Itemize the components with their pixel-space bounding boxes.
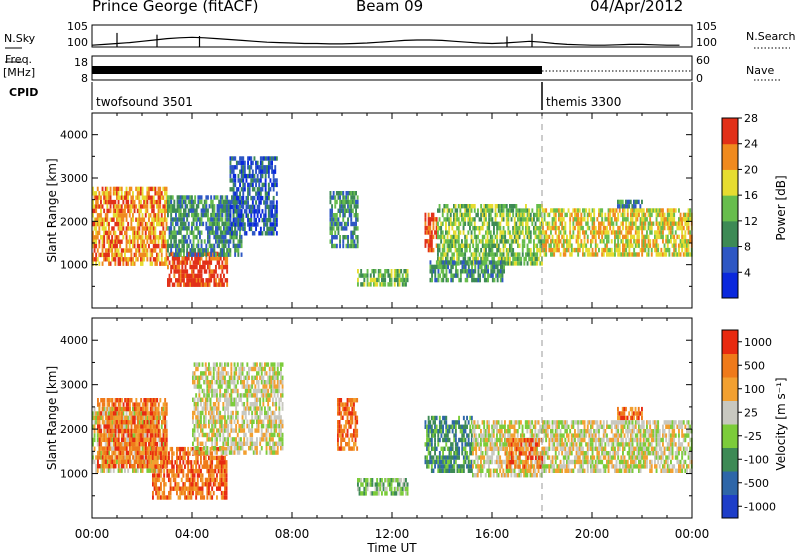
cpid-label: CPID [9, 86, 39, 99]
beam-title: Beam 09 [356, 0, 424, 15]
power-colorbar-tick-2: 12 [744, 215, 758, 228]
power-colorbar-cell-0 [722, 272, 738, 299]
velocity-echo-region-3 [192, 362, 284, 455]
power-echo-region-6 [424, 212, 438, 253]
velocity-echo-region-5 [357, 478, 409, 496]
x-tick-label-4: 16:00 [475, 527, 510, 541]
power-echo-region-5 [357, 269, 409, 287]
velocity-echo-region-9 [542, 420, 693, 473]
velocity-colorbar-tick-4: -25 [744, 430, 762, 443]
nsearch-label: N.Search [746, 30, 796, 43]
velocity-echo-region-2 [152, 446, 228, 500]
velocity-ytick-label-2: 3000 [60, 379, 88, 392]
x-axis-label: Time UT [366, 541, 417, 554]
velocity-colorbar-tick-6: -500 [744, 477, 769, 490]
power-colorbar-tick-0: 4 [744, 266, 751, 279]
nave-label: Nave [746, 64, 775, 77]
mhz-label: [MHz] [3, 66, 36, 79]
freq-tick-top: 18 [74, 56, 88, 69]
cpid-segment-0: twofsound 3501 [96, 95, 193, 109]
x-tick-label-6: 00:00 [675, 527, 710, 541]
power-echo-region-8 [429, 260, 505, 283]
station-title: Prince George (fitACF) [92, 0, 259, 15]
velocity-ytick-label-3: 4000 [60, 334, 88, 347]
velocity-colorbar-tick-2: 100 [744, 383, 765, 396]
velocity-colorbar-cell-5 [722, 377, 738, 401]
x-tick-label-2: 08:00 [275, 527, 310, 541]
power-colorbar-label: Power [dB] [774, 175, 788, 240]
power-colorbar-tick-4: 20 [744, 163, 758, 176]
velocity-ytick-label-0: 1000 [60, 468, 88, 481]
nave-tick-bottom: 0 [696, 72, 703, 85]
velocity-colorbar-cell-1 [722, 471, 738, 495]
x-tick-label-5: 20:00 [575, 527, 610, 541]
sky-noise-line [91, 36, 680, 46]
velocity-colorbar-cell-3 [722, 424, 738, 448]
power-colorbar-frame [721, 117, 739, 299]
velocity-colorbar-tick-7: -1000 [744, 500, 776, 513]
power-echo-region-2 [167, 195, 243, 257]
x-tick-label-3: 12:00 [375, 527, 410, 541]
velocity-colorbar-label: Velocity [m s⁻¹] [774, 377, 788, 470]
power-echo-region-3 [229, 156, 278, 236]
velocity-colorbar-tick-3: 25 [744, 406, 758, 419]
freq-tick-bottom: 8 [81, 72, 88, 85]
power-ytick-label-2: 3000 [60, 172, 88, 185]
power-echo-region-7 [437, 204, 543, 266]
velocity-colorbar-cell-4 [722, 400, 738, 425]
noise-tick-right-0: 105 [696, 20, 717, 33]
power-ytick-label-1: 2000 [60, 215, 88, 228]
power-ylabel: Slant Range [km] [45, 158, 59, 262]
power-colorbar-tick-5: 24 [744, 138, 758, 151]
noise-tick-left-0: 105 [67, 20, 88, 33]
velocity-ytick-label-1: 2000 [60, 423, 88, 436]
power-echo-region-1 [167, 251, 229, 287]
date-title: 04/Apr/2012 [590, 0, 684, 15]
velocity-colorbar-cell-6 [722, 353, 738, 378]
velocity-panel [92, 362, 693, 500]
velocity-colorbar-tick-1: 500 [744, 359, 765, 372]
x-tick-label-1: 04:00 [175, 527, 210, 541]
power-colorbar-cell-3 [722, 195, 738, 222]
nave-tick-top: 60 [696, 54, 710, 67]
power-colorbar-cell-5 [722, 143, 738, 170]
power-echo-region-9 [542, 208, 693, 257]
power-echo-region-4 [329, 191, 359, 249]
power-colorbar-tick-6: 28 [744, 112, 758, 125]
velocity-colorbar-tick-0: 1000 [744, 336, 772, 349]
velocity-echo-region-10 [617, 406, 643, 421]
velocity-colorbar-cell-2 [722, 447, 738, 472]
velocity-ylabel: Slant Range [km] [45, 366, 59, 470]
velocity-colorbar-cell-7 [722, 330, 738, 354]
velocity-colorbar-tick-5: -100 [744, 453, 769, 466]
velocity-echo-region-6 [424, 415, 473, 473]
cpid-segment-1: themis 3300 [546, 95, 621, 109]
power-echo-region-10 [617, 199, 643, 209]
power-colorbar-tick-1: 8 [744, 241, 751, 254]
power-colorbar-cell-6 [722, 118, 738, 145]
power-ytick-label-3: 4000 [60, 129, 88, 142]
power-colorbar-cell-1 [722, 246, 738, 273]
freq-filled-bar [92, 66, 542, 74]
noise-tick-left-1: 100 [67, 36, 88, 49]
x-tick-label-0: 00:00 [75, 527, 110, 541]
velocity-echo-region-8 [504, 438, 544, 469]
velocity-colorbar-frame [721, 329, 739, 519]
velocity-echo-region-4 [337, 398, 359, 451]
power-colorbar-cell-4 [722, 169, 738, 196]
power-colorbar-cell-2 [722, 220, 738, 248]
power-echo-region-0 [92, 186, 168, 266]
noise-tick-right-1: 100 [696, 36, 717, 49]
nsky-label: N.Sky [4, 32, 36, 45]
noise-panel-frame [91, 24, 693, 48]
power-colorbar-tick-3: 16 [744, 189, 758, 202]
velocity-colorbar-cell-0 [722, 494, 738, 519]
power-panel [92, 156, 693, 287]
power-ytick-label-0: 1000 [60, 259, 88, 272]
